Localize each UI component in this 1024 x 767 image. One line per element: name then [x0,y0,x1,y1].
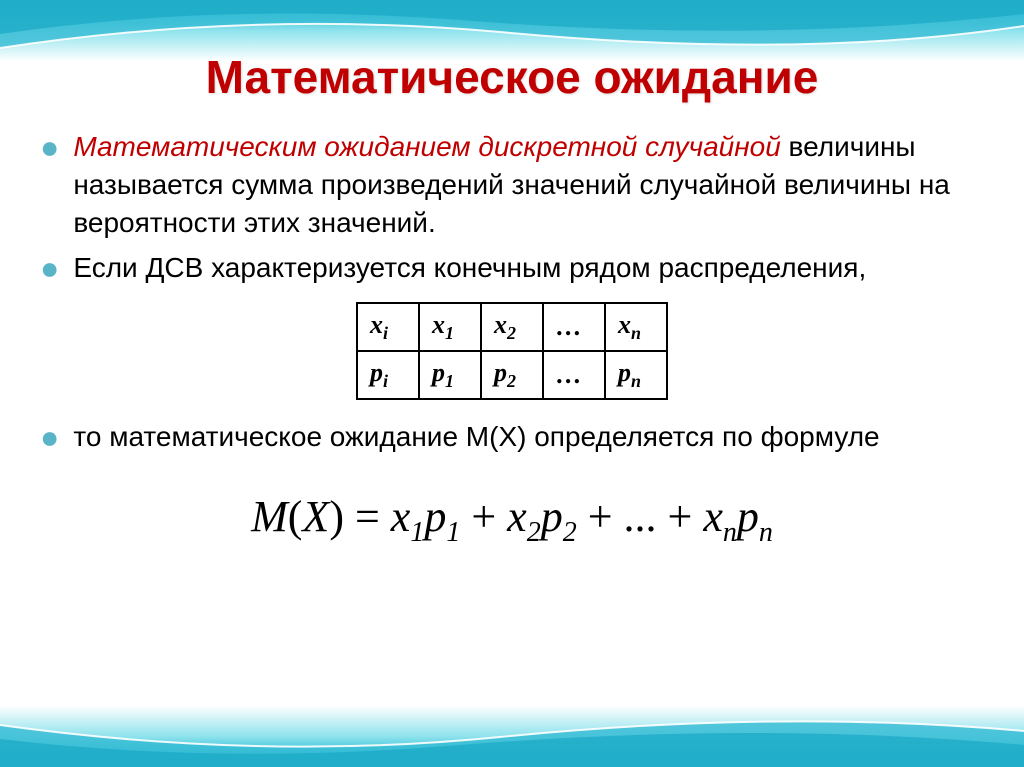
bullet-item: ● Математическим ожиданием дискретной сл… [40,128,984,241]
table-row: xi x1 x2 … xn [357,303,667,351]
table-cell: x2 [481,303,543,351]
table-cell: p1 [419,351,481,399]
bullet-marker-icon: ● [40,418,59,456]
formula-paren: ( [288,492,303,541]
table-cell: … [543,303,605,351]
formula-term: xnpn [703,492,773,541]
bullet-rest: то математическое ожидание M(X) определя… [73,421,879,452]
table-cell: x1 [419,303,481,351]
bullet-item: ● то математическое ожидание M(X) опреде… [40,418,984,456]
table-cell: pi [357,351,419,399]
formula-plus: + [588,492,624,541]
slide-title: Математическое ожидание [40,50,984,104]
formula-plus: + [657,492,704,541]
distribution-table: xi x1 x2 … xn pi p1 p2 … pn [356,302,668,400]
formula-ellipsis: ... [624,492,657,541]
formula-term: x2p2 [507,492,577,541]
slide-background: Математическое ожидание ● Математическим… [0,0,1024,767]
bullet-text: Математическим ожиданием дискретной случ… [73,128,984,241]
formula-plus: + [471,492,507,541]
wave-bottom-decoration [0,707,1024,767]
table-cell: xn [605,303,667,351]
formula-equals: = [355,492,391,541]
distribution-table-wrap: xi x1 x2 … xn pi p1 p2 … pn [40,302,984,400]
formula-lhs-arg: X [302,492,329,541]
slide-content: Математическое ожидание ● Математическим… [0,50,1024,548]
bullet-text: Если ДСВ характеризуется конечным рядом … [73,249,866,287]
bullet-emph: Математическим ожиданием дискретной случ… [73,131,780,162]
formula-lhs-func: M [251,492,288,541]
table-cell: p2 [481,351,543,399]
expectation-formula: M(X) = x1p1 + x2p2 + ... + xnpn [40,491,984,549]
bullet-text: то математическое ожидание M(X) определя… [73,418,879,456]
formula-term: x1p1 [391,492,461,541]
bullet-item: ● Если ДСВ характеризуется конечным рядо… [40,249,984,287]
table-cell: xi [357,303,419,351]
table-cell: pn [605,351,667,399]
formula-paren: ) [329,492,344,541]
bullet-rest: Если ДСВ характеризуется конечным рядом … [73,252,866,283]
bullet-marker-icon: ● [40,128,59,166]
table-cell: … [543,351,605,399]
bullet-marker-icon: ● [40,249,59,287]
table-row: pi p1 p2 … pn [357,351,667,399]
